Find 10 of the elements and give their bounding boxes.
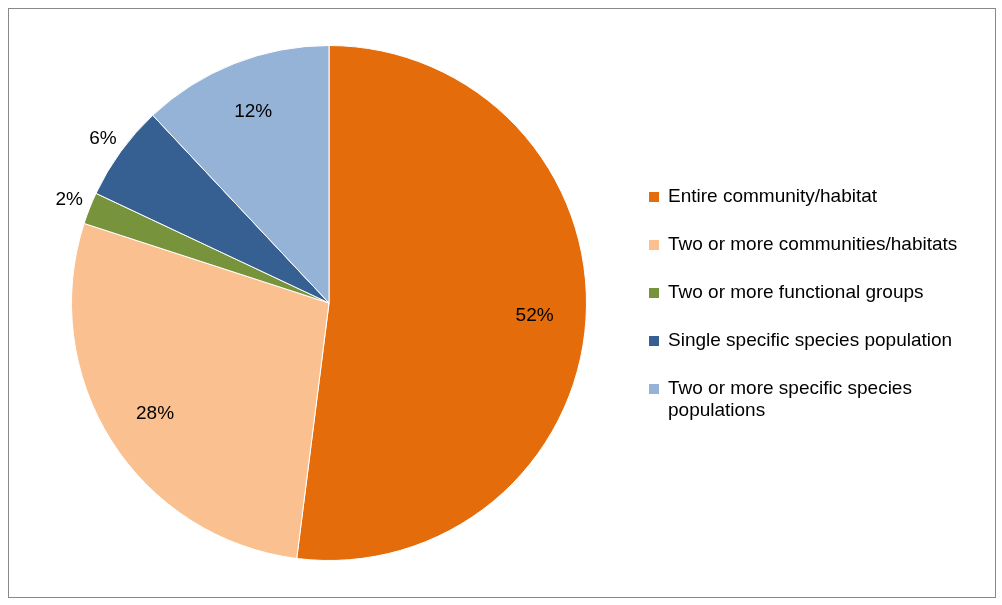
legend-label: Two or more functional groups: [668, 281, 924, 303]
data-label: 52%: [515, 304, 554, 326]
legend-label: Entire community/habitat: [668, 185, 878, 207]
data-label: 28%: [136, 401, 175, 423]
data-label: 6%: [89, 126, 117, 148]
legend-label: Two or more communities/habitats: [668, 233, 958, 255]
legend-label: Two or more specific species populations: [668, 377, 913, 421]
legend-label: Single specific species population: [668, 329, 953, 351]
data-label: 2%: [55, 188, 83, 210]
data-label: 12%: [234, 99, 273, 121]
